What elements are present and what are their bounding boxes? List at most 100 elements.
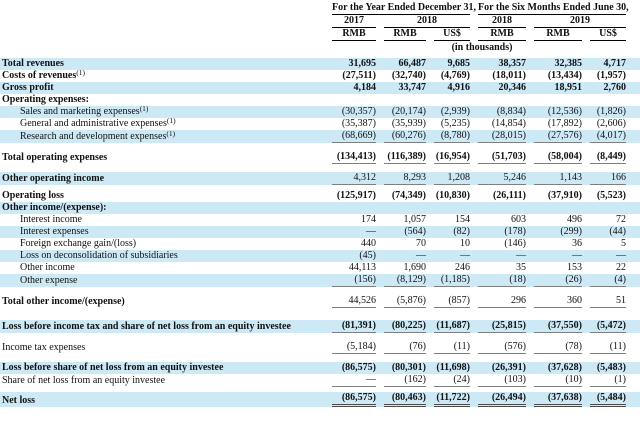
row-label: Total other income/(expense) [0, 295, 324, 308]
value-cell: (125,917) [324, 190, 376, 202]
value-cell: (8,449) [582, 151, 640, 164]
value-text: (178) [504, 226, 526, 237]
value-cell: 1,143 [526, 172, 582, 185]
value-cell: (178) [470, 226, 526, 238]
row-label: Costs of revenues(1) [0, 68, 324, 82]
value-text: 18,951 [554, 82, 583, 93]
value-cell [426, 202, 470, 214]
header-spacer [0, 41, 324, 54]
value-text: (14,854) [491, 118, 526, 129]
value-cell: 44,526 [324, 295, 376, 308]
table-header: For the Year Ended December 31, For the … [0, 2, 640, 54]
value-text: (5,184) [332, 341, 376, 354]
col-currency: RMB [470, 28, 526, 41]
value-cell [324, 202, 376, 214]
value-cell: 36 [526, 238, 582, 250]
value-text: 35 [516, 262, 526, 273]
value-text: (37,910) [547, 190, 582, 201]
value-text: 496 [567, 214, 582, 225]
value-cell [470, 94, 526, 106]
value-cell: (80,225) [376, 320, 426, 333]
spacer-row [0, 333, 640, 341]
row-label-text: Interest income [20, 214, 82, 225]
value-cell: (35,387) [324, 118, 376, 130]
row-label: Research and development expenses(1) [0, 129, 324, 143]
value-text: (27,576) [534, 130, 582, 143]
header-years-row: 2017 2018 2018 2019 [0, 15, 640, 28]
value-text: (11,687) [434, 320, 470, 333]
value-text: (125,917) [336, 190, 376, 201]
value-cell: (2,939) [426, 106, 470, 118]
value-text: (116,389) [384, 151, 426, 164]
value-cell: (857) [426, 295, 470, 308]
value-text: (26,391) [491, 362, 526, 373]
value-text: 44,113 [348, 262, 376, 273]
row-label-text: Income tax expenses [2, 342, 86, 353]
value-cell: (80,463) [376, 392, 426, 407]
income-statement-table: For the Year Ended December 31, For the … [0, 2, 640, 407]
table-row: General and administrative expenses(1) (3… [0, 116, 640, 130]
footnote-ref: (1) [76, 68, 86, 77]
table-row: Total other income/(expense) 44,526 (5,876… [0, 295, 640, 308]
value-cell [582, 94, 640, 106]
value-cell: 296 [470, 295, 526, 308]
value-cell: (86,575) [324, 392, 376, 407]
footnote-ref: (1) [166, 116, 176, 125]
value-text: (103) [478, 374, 526, 387]
table-row: Interest expenses — (564) (82) (178) (299) (44… [0, 226, 640, 238]
table-row: Other operating income 4,312 8,293 1,208 5,2… [0, 172, 640, 185]
value-cell: 9,685 [426, 58, 471, 70]
value-text: 5,246 [478, 172, 526, 185]
value-text: — [616, 250, 626, 261]
table-row: Operating loss (125,917) (74,349) (10,830) (… [0, 190, 640, 202]
value-cell: 1,208 [426, 172, 470, 185]
value-text: (18) [478, 274, 526, 287]
value-cell: (80,301) [376, 362, 426, 374]
value-cell: 10 [426, 238, 470, 250]
value-text: 44,526 [332, 295, 376, 308]
table-row: Income tax expenses (5,184) (76) (11) (576) (… [0, 341, 640, 354]
value-text: (82) [453, 226, 470, 237]
value-cell: (12,536) [526, 106, 582, 118]
value-text: (4,017) [590, 130, 626, 143]
table-row: Other income/(expense): [0, 202, 640, 214]
value-text: (20,174) [391, 106, 426, 117]
value-cell: 4,717 [582, 58, 640, 70]
value-text: (58,004) [534, 151, 582, 164]
value-cell: (27,511) [324, 70, 376, 82]
value-cell: 246 [426, 262, 470, 274]
value-text: (10,830) [435, 190, 470, 201]
row-label: Other expense [0, 274, 324, 287]
value-cell: (1,826) [582, 106, 640, 118]
value-cell: 440 [324, 238, 376, 250]
value-text: (8,834) [496, 106, 526, 117]
value-text: (5,235) [440, 118, 470, 129]
value-text: (18,011) [492, 70, 526, 81]
value-text: (35,387) [341, 118, 376, 129]
value-cell: 70 [376, 238, 426, 250]
value-text: 22 [616, 262, 626, 273]
row-label-text: Loss before share of net loss from an eq… [2, 362, 224, 373]
value-text: 4,916 [447, 82, 471, 93]
value-cell [426, 94, 470, 106]
value-text: (4) [590, 274, 626, 287]
value-cell: (11,687) [426, 320, 470, 333]
value-cell [376, 202, 426, 214]
value-text: (12,536) [547, 106, 582, 117]
value-text: (78) [534, 341, 582, 354]
col-group-sixmonths-label: For the Six Months Ended June 30, [478, 2, 629, 15]
value-cell: (68,669) [324, 130, 376, 143]
row-label-text: Other expense [20, 275, 78, 286]
value-text: (13,434) [547, 70, 582, 81]
value-text: (27,511) [342, 70, 376, 81]
value-text: (25,815) [478, 320, 526, 333]
header-currency-row: RMB RMB US$ RMB RMB US$ [0, 28, 640, 41]
value-cell: (26,111) [470, 190, 526, 202]
value-cell: (103) [470, 374, 526, 387]
value-cell: 153 [526, 262, 582, 274]
value-cell: (28,015) [470, 130, 526, 143]
value-text: (2,606) [596, 118, 626, 129]
value-text: — [516, 250, 526, 261]
header-spacer [0, 15, 324, 28]
col-year-2017: 2017 [324, 15, 376, 28]
